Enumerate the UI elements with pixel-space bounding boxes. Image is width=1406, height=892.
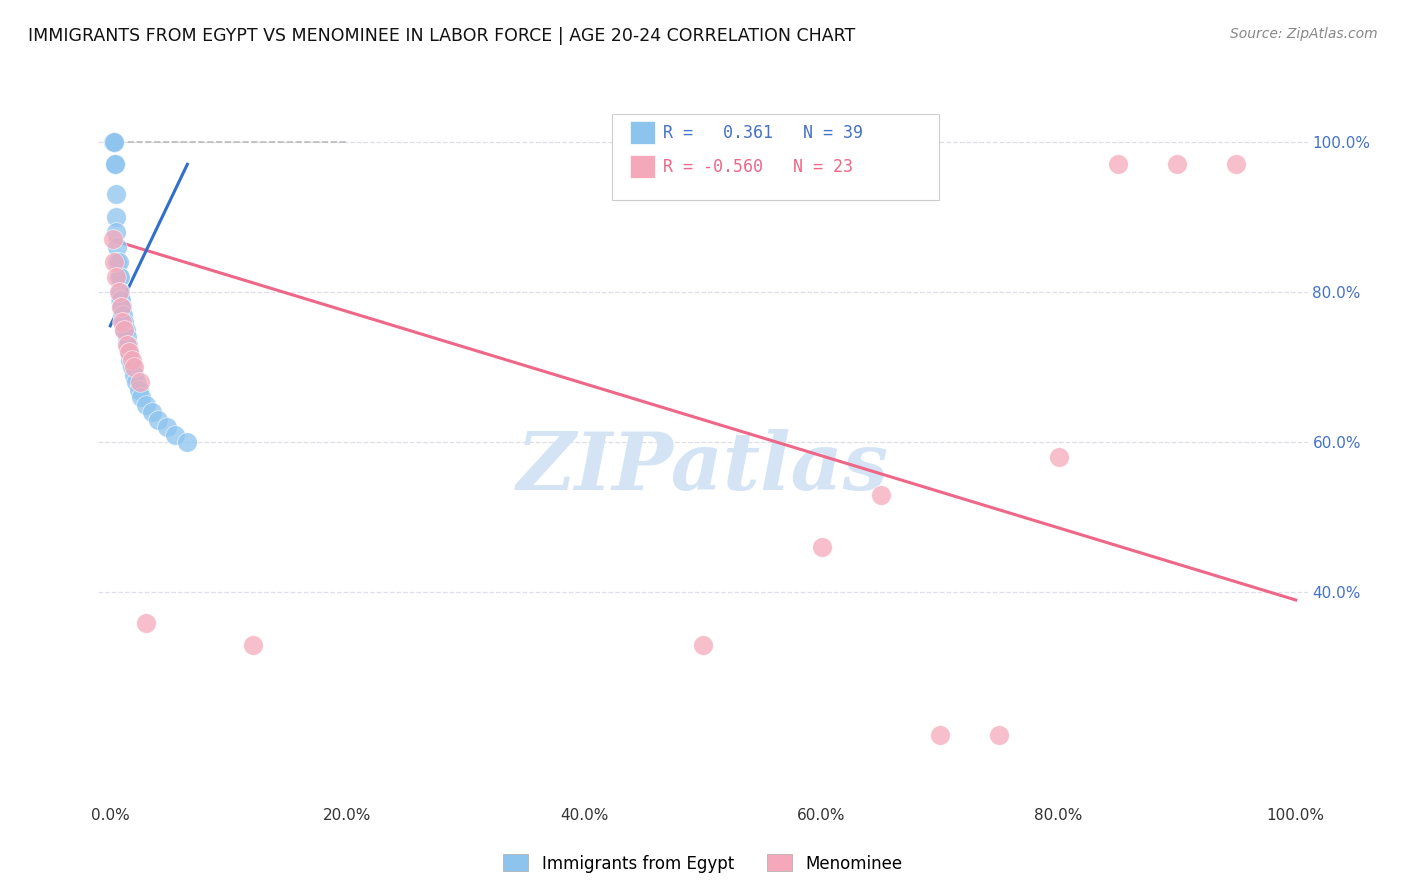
- Point: [110, 300, 132, 314]
- Point: [692, 638, 714, 652]
- Point: [105, 210, 128, 224]
- Point: [112, 308, 135, 322]
- Point: [107, 270, 129, 285]
- Point: [104, 157, 127, 171]
- Point: [114, 315, 136, 329]
- Point: [105, 187, 128, 202]
- Point: [110, 293, 132, 307]
- Point: [1166, 157, 1188, 171]
- Point: [107, 285, 129, 299]
- Point: [103, 135, 125, 149]
- Point: [114, 322, 136, 336]
- Point: [117, 337, 139, 351]
- Point: [242, 638, 264, 652]
- Point: [103, 135, 125, 149]
- Point: [118, 345, 141, 359]
- Point: [105, 255, 128, 269]
- Point: [115, 337, 138, 351]
- Point: [1047, 450, 1070, 465]
- Point: [135, 398, 157, 412]
- Point: [103, 255, 125, 269]
- Point: [135, 615, 157, 630]
- Point: [810, 541, 832, 555]
- Point: [176, 435, 198, 450]
- Point: [115, 330, 138, 344]
- Point: [112, 315, 135, 329]
- Point: [108, 293, 131, 307]
- Point: [110, 300, 132, 314]
- Text: Source: ZipAtlas.com: Source: ZipAtlas.com: [1230, 27, 1378, 41]
- Point: [129, 390, 152, 404]
- Point: [141, 405, 163, 419]
- Point: [146, 413, 169, 427]
- Point: [111, 308, 134, 322]
- Point: [128, 383, 150, 397]
- Point: [105, 225, 128, 239]
- Point: [120, 352, 142, 367]
- Point: [108, 285, 131, 299]
- Point: [988, 728, 1011, 742]
- FancyBboxPatch shape: [630, 120, 655, 145]
- Point: [1225, 157, 1247, 171]
- Point: [114, 322, 136, 336]
- Point: [118, 345, 141, 359]
- Point: [105, 240, 128, 254]
- Point: [121, 360, 143, 375]
- Point: [125, 375, 148, 389]
- Point: [929, 728, 952, 742]
- Text: ZIPatlas: ZIPatlas: [517, 429, 889, 506]
- Point: [122, 368, 145, 382]
- Point: [105, 270, 128, 285]
- Point: [869, 488, 891, 502]
- Point: [121, 352, 143, 367]
- Text: IMMIGRANTS FROM EGYPT VS MENOMINEE IN LABOR FORCE | AGE 20-24 CORRELATION CHART: IMMIGRANTS FROM EGYPT VS MENOMINEE IN LA…: [28, 27, 855, 45]
- Point: [108, 270, 131, 285]
- Point: [107, 255, 129, 269]
- Point: [156, 420, 179, 434]
- Point: [101, 232, 124, 246]
- Point: [165, 427, 187, 442]
- Point: [111, 315, 134, 329]
- Point: [114, 322, 136, 336]
- Point: [101, 135, 124, 149]
- Text: R =   0.361   N = 39: R = 0.361 N = 39: [664, 124, 863, 142]
- Point: [122, 360, 145, 375]
- Point: [104, 157, 127, 171]
- Point: [111, 300, 134, 314]
- Text: R = -0.560   N = 23: R = -0.560 N = 23: [664, 158, 853, 176]
- FancyBboxPatch shape: [613, 114, 939, 200]
- Point: [1107, 157, 1129, 171]
- FancyBboxPatch shape: [630, 155, 655, 178]
- Legend: Immigrants from Egypt, Menominee: Immigrants from Egypt, Menominee: [496, 847, 910, 880]
- Point: [129, 375, 152, 389]
